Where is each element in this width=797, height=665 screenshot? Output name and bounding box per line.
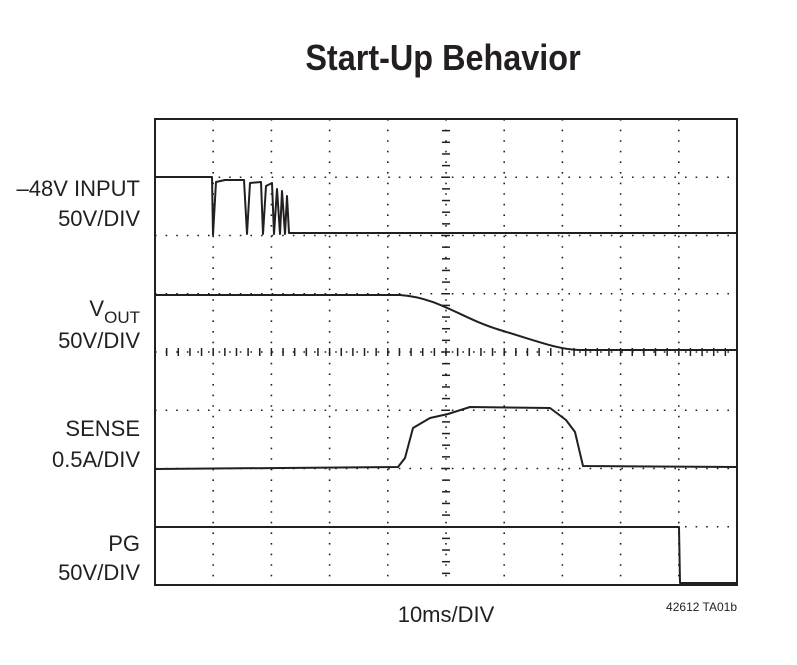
channel-label: –48V INPUT: [17, 176, 141, 201]
channel-scale: 50V/DIV: [58, 328, 140, 353]
channel-scale: 50V/DIV: [58, 560, 140, 585]
sense-trace: [155, 406, 738, 470]
label-main: V: [89, 296, 104, 321]
channel-label: SENSE: [65, 416, 140, 441]
vout-trace: [156, 294, 737, 351]
timebase-label: 10ms/DIV: [398, 602, 495, 627]
chart-title: Start-Up Behavior: [305, 38, 580, 78]
channel-label: VOUT: [89, 296, 140, 327]
figure-id: 42612 TA01b: [666, 600, 737, 614]
channel-scale: 50V/DIV: [58, 206, 140, 231]
grid: [154, 118, 738, 586]
input-trace: [156, 176, 737, 236]
label-sub: OUT: [104, 308, 140, 327]
channel-label: PG: [108, 531, 140, 556]
channel-scale: 0.5A/DIV: [52, 447, 140, 472]
pg-trace: [156, 526, 737, 584]
plot-frame: [154, 118, 738, 586]
